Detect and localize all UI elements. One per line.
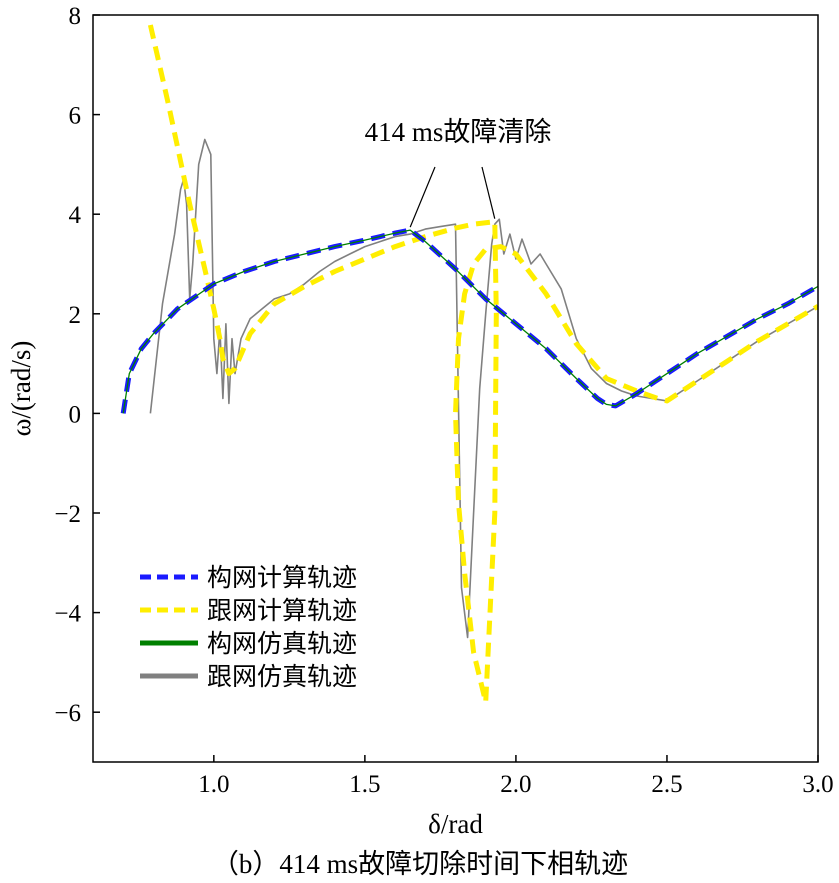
y-axis-label: ω/(rad/s)	[6, 341, 36, 437]
plot-area	[120, 24, 818, 705]
series-line-gfl-calc	[147, 24, 818, 705]
y-tick-label: −4	[54, 601, 81, 628]
y-tick-label: 0	[69, 401, 82, 428]
x-tick-label: 1.5	[349, 771, 380, 798]
y-tick-label: 6	[69, 103, 82, 130]
legend-label-gfl-calc: 跟网计算轨迹	[207, 597, 357, 625]
annotation-leader-line	[481, 166, 496, 219]
annotation-leader-line	[409, 166, 436, 228]
y-tick-label: −2	[54, 501, 81, 528]
x-axis-label: δ/rad	[428, 809, 483, 839]
plot-frame	[92, 14, 819, 763]
legend-label-gfl-sim: 跟网仿真轨迹	[207, 663, 357, 691]
fault-clearing-annotation: 414 ms故障清除	[365, 117, 552, 228]
axis-ticks: 1.0 1.5 2.0 2.5 3.0 −6 −4 −2 0 2 4 6 8	[54, 3, 833, 798]
y-tick-label: 8	[69, 3, 82, 30]
legend-label-gfm-calc: 构网计算轨迹	[207, 564, 357, 592]
y-tick-label: 2	[69, 302, 82, 329]
x-tick-label: 2.0	[500, 771, 531, 798]
x-tick-label: 2.5	[651, 771, 682, 798]
series-line-gfm-sim	[122, 229, 818, 414]
x-tick-label: 3.0	[802, 771, 833, 798]
y-tick-label: −6	[54, 700, 81, 727]
series-line-gfl-sim	[149, 138, 818, 639]
series-line-gfm-calc	[120, 227, 818, 414]
annotation-text: 414 ms故障清除	[365, 117, 552, 147]
series-lines	[120, 24, 818, 705]
figure-caption: （b）414 ms故障切除时间下相轨迹	[212, 849, 628, 879]
legend-label-gfm-sim: 构网仿真轨迹	[207, 630, 357, 658]
y-tick-label: 4	[69, 202, 82, 229]
x-tick-label: 1.0	[198, 771, 229, 798]
